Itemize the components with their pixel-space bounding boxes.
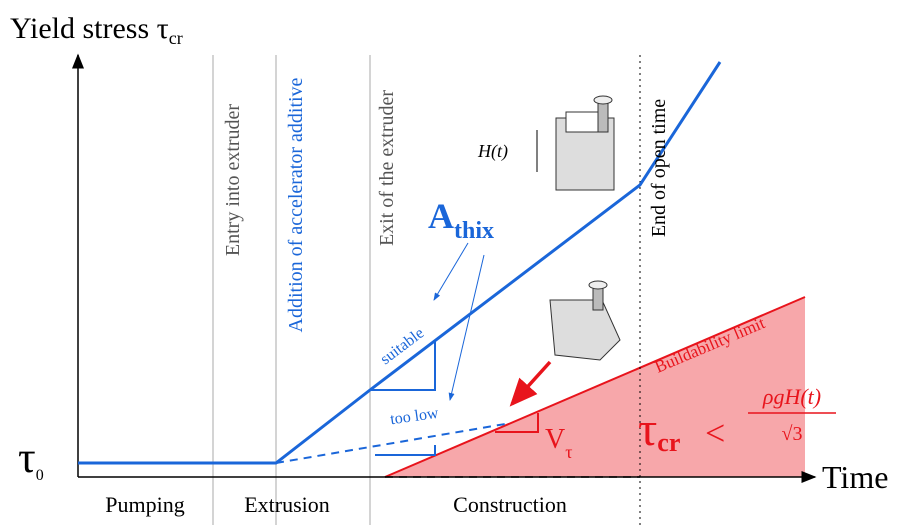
buildability-line <box>384 296 806 478</box>
event-label: Entry into extruder <box>222 104 244 257</box>
a-thix: Athix <box>428 196 494 244</box>
pointer <box>433 242 469 301</box>
event-label: End of open time <box>648 99 670 237</box>
formula-denominator: √3 <box>782 423 803 445</box>
formula-numerator: ρgH(t) <box>762 384 821 409</box>
event-label: Addition of accelerator additive <box>285 77 307 332</box>
y-axis-label: Yield stress τcr <box>10 12 183 48</box>
formula-lhs: τcr <box>638 403 680 457</box>
too-low-label: too low <box>389 405 440 429</box>
slope-triangle <box>370 340 436 391</box>
suitable-label: suitable <box>377 325 427 369</box>
phase-label: Extrusion <box>244 492 330 517</box>
collapsed-wall-icon <box>549 280 621 361</box>
slope-triangle <box>375 445 436 456</box>
height-label: H(t) <box>477 141 508 162</box>
formula-op: < <box>705 413 725 453</box>
phase-label: Construction <box>453 492 567 517</box>
printed-wall-icon <box>555 95 615 191</box>
too-low-curve <box>275 423 506 464</box>
slope-triangle <box>495 413 539 433</box>
pointer <box>448 254 485 401</box>
phase-label: Pumping <box>105 492 184 517</box>
tau0-label: τ0 <box>18 433 44 484</box>
arrow <box>509 360 552 407</box>
x-axis-label: Time <box>822 459 888 495</box>
event-label: Exit of the extruder <box>376 90 398 246</box>
v-tau: Vτ <box>545 424 572 462</box>
